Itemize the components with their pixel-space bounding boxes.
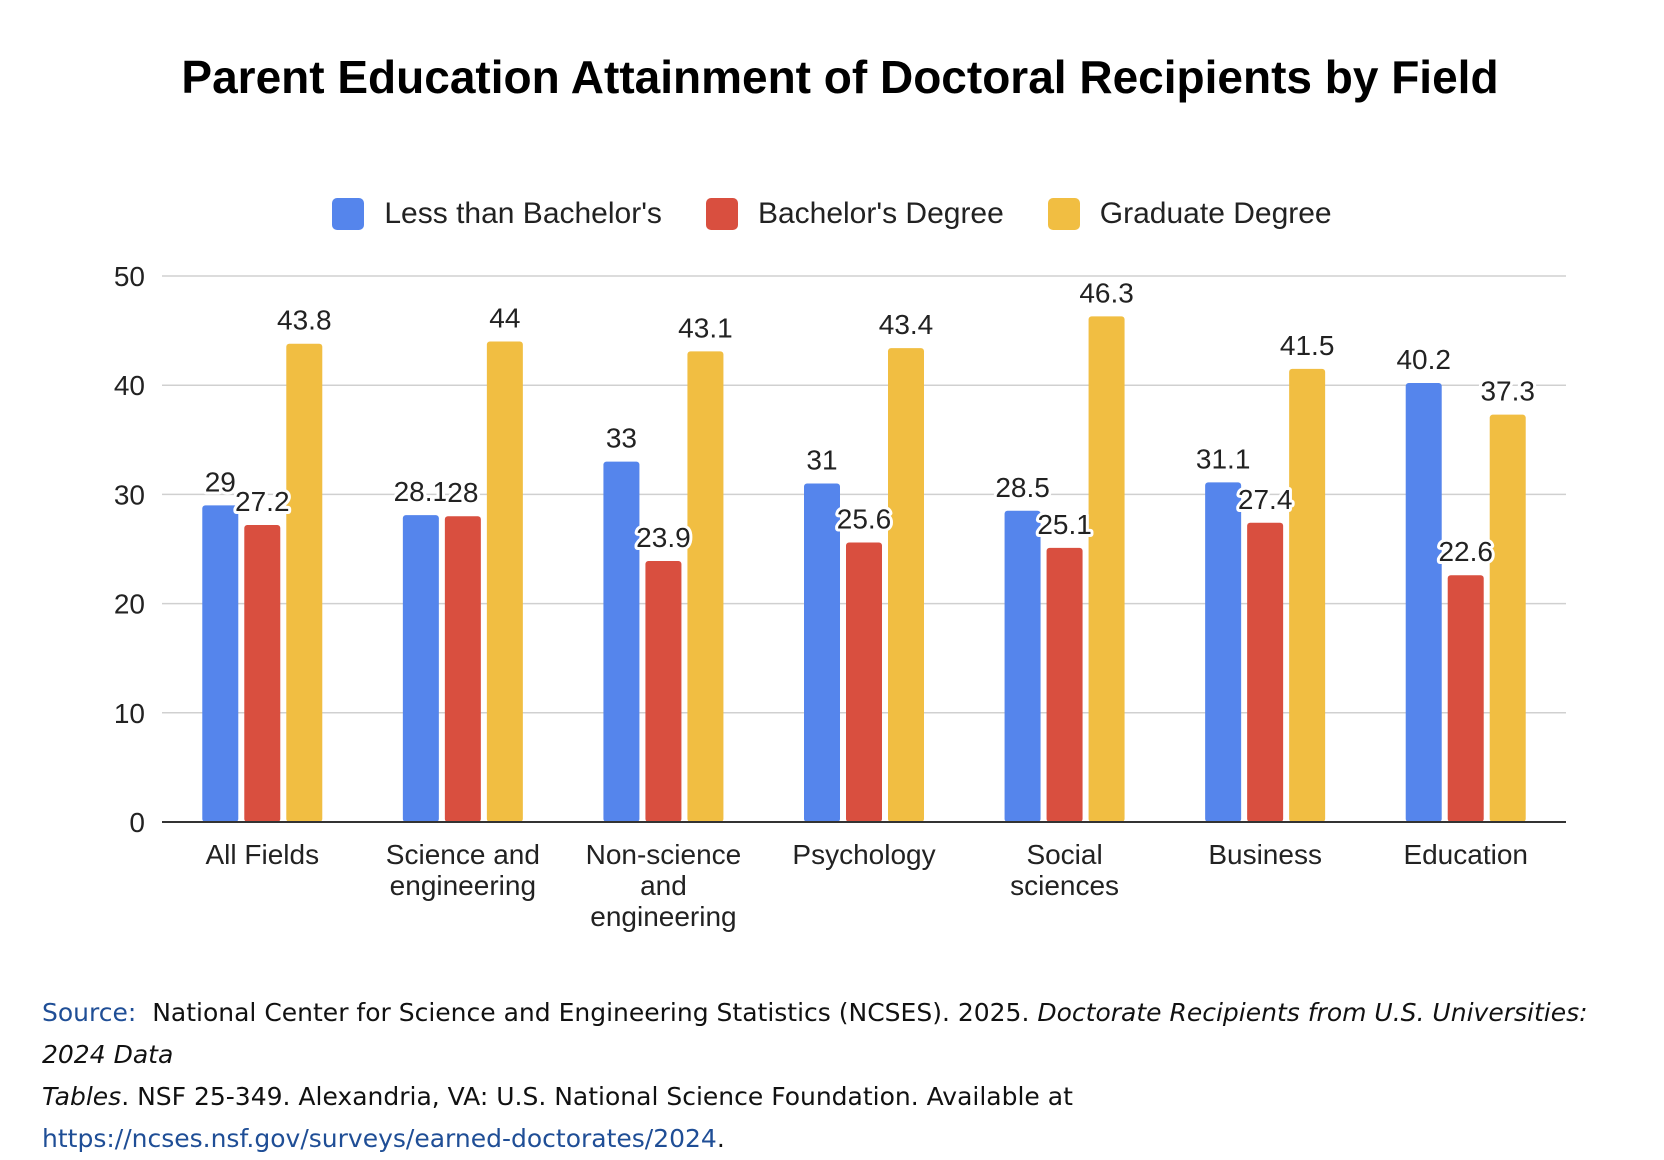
x-tick-label-2-2: engineering <box>590 901 736 932</box>
bar-1-4 <box>1046 547 1083 822</box>
bar-1-3 <box>846 542 882 822</box>
data-label-2-1: 44 <box>489 303 520 334</box>
x-tick-label-4-1: sciences <box>1010 870 1119 901</box>
y-tick-label-40: 40 <box>114 370 145 401</box>
data-label-1-3: 25.6 <box>837 503 892 534</box>
data-label-0-6: 40.2 <box>1396 344 1451 375</box>
data-label-1-5: 27.4 <box>1238 484 1293 515</box>
data-label-0-1: 28.1 <box>394 476 449 507</box>
source-title-1: Doctorate Recipients from U.S. Universit… <box>42 998 1588 1069</box>
legend-item-less-than-bachelors: Less than Bachelor's <box>332 197 662 231</box>
chart-legend: Less than Bachelor's Bachelor's Degree G… <box>0 192 1664 236</box>
bar-2-3 <box>888 348 924 822</box>
source-prefix: Source: <box>42 998 137 1027</box>
bar-2-0 <box>286 343 323 822</box>
data-label-2-2: 43.1 <box>678 312 733 343</box>
legend-swatch-graduate-degree <box>1047 198 1080 230</box>
x-tick-label-1-0: Science and <box>386 839 540 870</box>
source-text-2: . NSF 25-349. Alexandria, VA: U.S. Natio… <box>121 1082 1073 1111</box>
legend-label-bachelors-degree: Bachelor's Degree <box>757 197 1004 230</box>
data-label-0-0: 29 <box>205 466 236 497</box>
bar-2-1 <box>486 341 523 822</box>
data-label-2-3: 43.4 <box>879 309 934 340</box>
legend-swatch-less-than-bachelors <box>332 198 365 230</box>
data-label-2-5: 41.5 <box>1280 330 1335 361</box>
x-tick-label-5-0: Business <box>1208 839 1322 870</box>
data-label-1-2: 23.9 <box>636 522 691 553</box>
data-label-1-1: 28 <box>447 477 478 508</box>
data-label-0-3: 31 <box>806 444 837 475</box>
source-end: . <box>716 1124 725 1153</box>
source-link[interactable]: https://ncses.nsf.gov/surveys/earned-doc… <box>42 1124 717 1153</box>
x-tick-label-4-0: Social <box>1026 839 1102 870</box>
y-tick-label-10: 10 <box>114 698 145 729</box>
bar-2-5 <box>1289 368 1326 822</box>
x-tick-label-1-1: engineering <box>390 870 536 901</box>
x-tick-label-2-0: Non-science <box>586 839 742 870</box>
legend-item-graduate-degree: Graduate Degree <box>1047 197 1332 231</box>
legend-label-less-than-bachelors: Less than Bachelor's <box>384 197 662 230</box>
y-tick-label-30: 30 <box>114 479 145 510</box>
data-label-1-4: 25.1 <box>1037 509 1092 540</box>
chart-title: Parent Education Attainment of Doctoral … <box>181 51 1499 103</box>
y-tick-label-0: 0 <box>129 807 145 838</box>
data-label-0-4: 28.5 <box>995 472 1050 503</box>
y-tick-label-50: 50 <box>114 261 145 292</box>
x-tick-label-3-0: Psychology <box>792 839 935 870</box>
source-text-1: National Center for Science and Engineer… <box>152 998 1030 1027</box>
source-title-2: Tables <box>42 1082 122 1111</box>
bar-1-1 <box>444 516 481 822</box>
bar-1-2 <box>645 561 682 822</box>
data-label-0-5: 31.1 <box>1196 443 1251 474</box>
x-tick-label-0-0: All Fields <box>205 839 319 870</box>
legend-item-bachelors-degree: Bachelor's Degree <box>705 197 1004 231</box>
data-label-2-4: 46.3 <box>1079 277 1134 308</box>
legend-swatch-bachelors-degree <box>705 198 738 230</box>
bar-0-1 <box>402 515 439 822</box>
bar-2-6 <box>1489 414 1526 822</box>
bar-0-6 <box>1405 383 1442 822</box>
x-tick-label-6-0: Education <box>1403 839 1528 870</box>
y-tick-label-20: 20 <box>114 589 145 620</box>
source-note: Source: National Center for Science and … <box>42 992 1632 1160</box>
bar-0-5 <box>1205 482 1242 822</box>
x-tick-label-2-1: and <box>640 870 687 901</box>
bar-0-0 <box>202 505 239 822</box>
data-label-2-6: 37.3 <box>1480 376 1535 407</box>
bar-1-5 <box>1247 522 1284 822</box>
bar-0-2 <box>603 461 640 822</box>
bar-2-4 <box>1088 316 1125 822</box>
data-label-1-6: 22.6 <box>1438 536 1493 567</box>
bar-2-2 <box>687 351 724 822</box>
bar-0-3 <box>804 483 840 822</box>
data-label-0-2: 33 <box>606 423 637 454</box>
bar-0-4 <box>1004 510 1041 822</box>
bar-1-0 <box>244 524 281 822</box>
data-label-2-0: 43.8 <box>277 305 332 336</box>
data-label-1-0: 27.2 <box>235 486 290 517</box>
legend-label-graduate-degree: Graduate Degree <box>1099 197 1332 230</box>
bar-1-6 <box>1447 575 1484 822</box>
